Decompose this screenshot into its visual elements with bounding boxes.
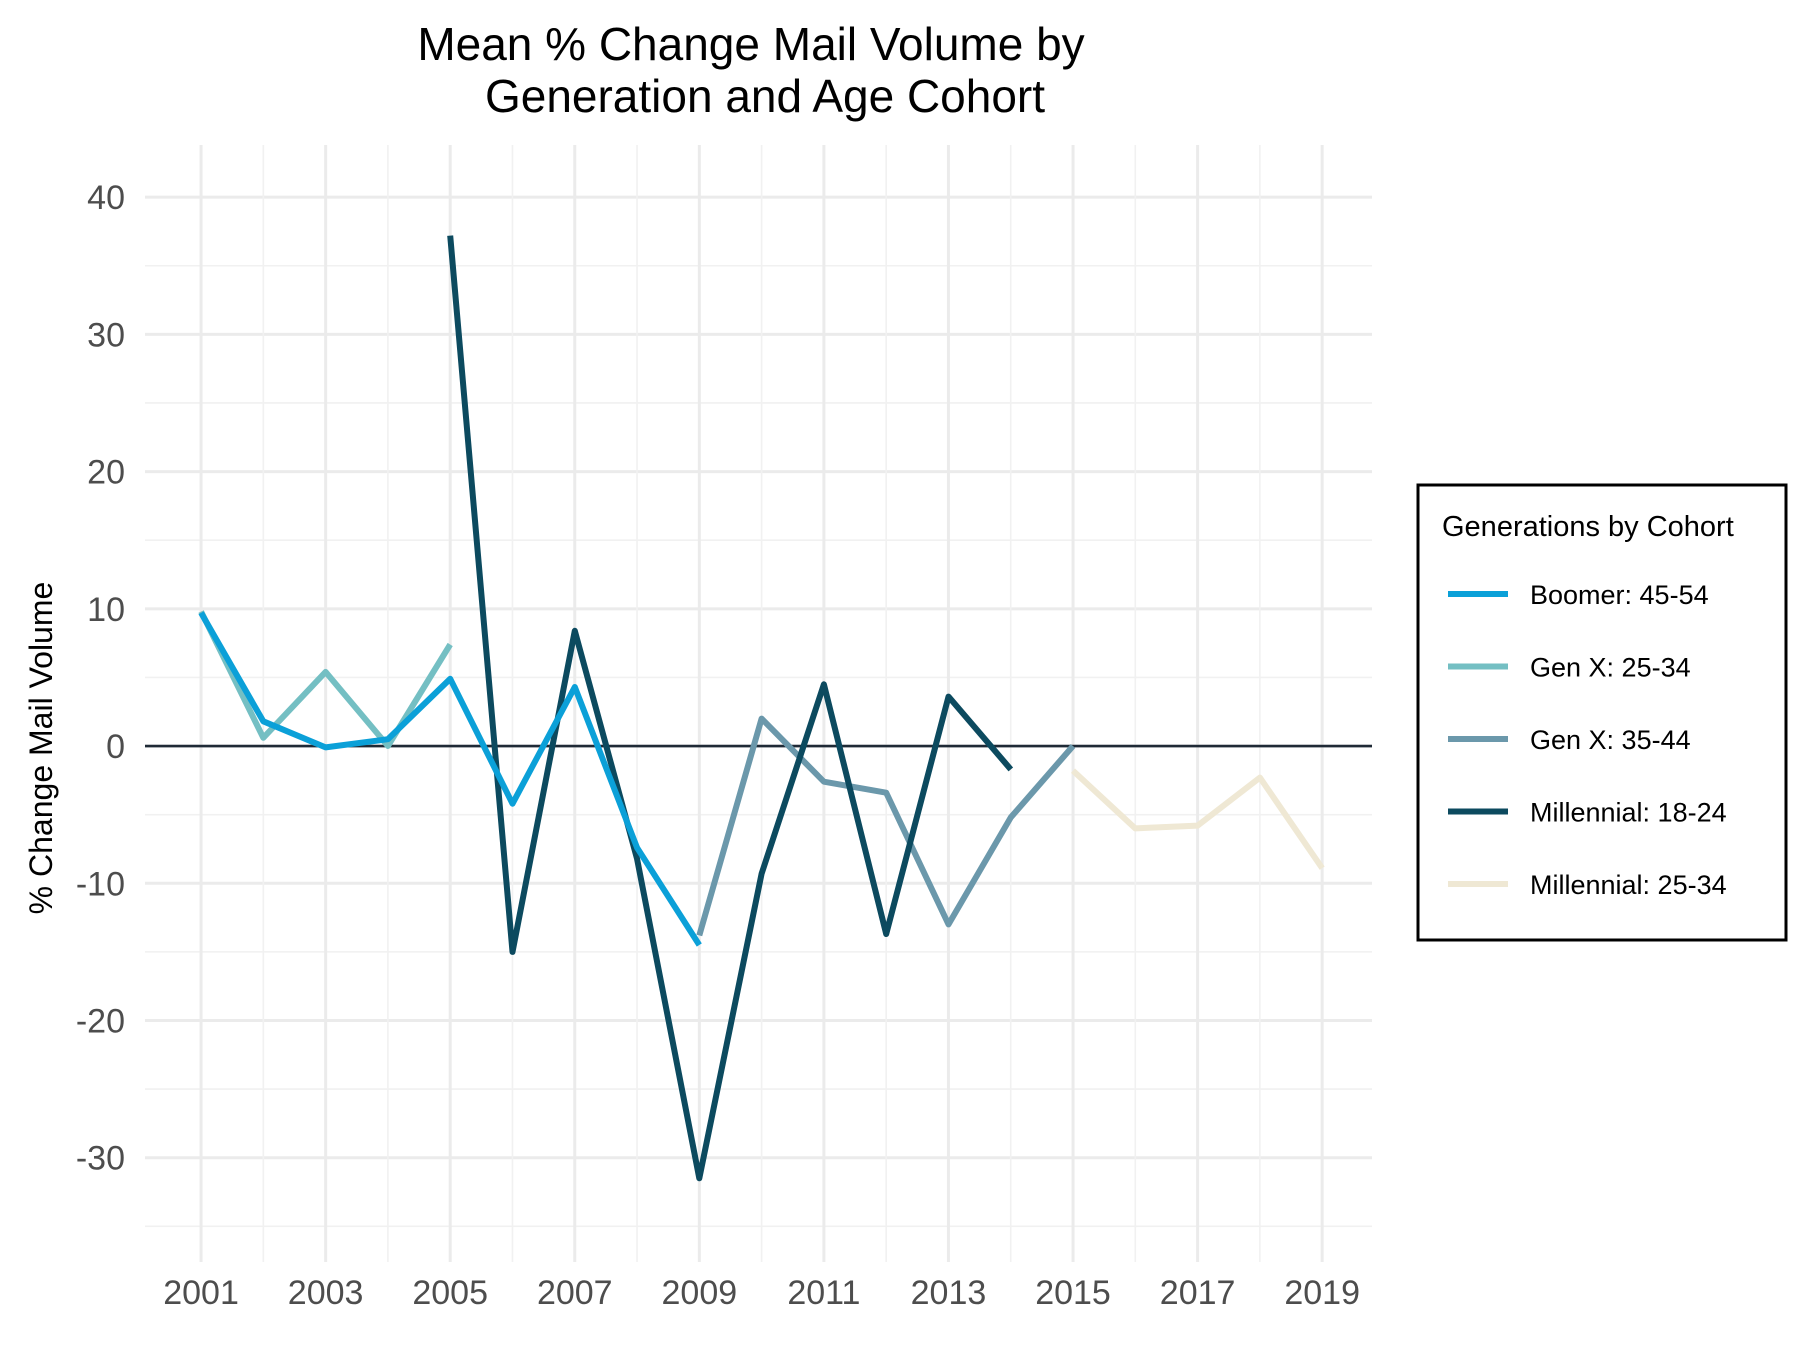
series-line-millennial-18-24 bbox=[447, 235, 1014, 1182]
y-tick-label: 0 bbox=[106, 728, 125, 766]
chart-title-line-2: Generation and Age Cohort bbox=[485, 70, 1045, 122]
y-tick-label: 40 bbox=[87, 179, 125, 217]
x-tick-label: 2009 bbox=[662, 1274, 738, 1312]
x-tick-label: 2003 bbox=[288, 1274, 364, 1312]
legend-label: Gen X: 35-44 bbox=[1530, 725, 1691, 755]
x-tick-label: 2017 bbox=[1160, 1274, 1236, 1312]
legend-title: Generations by Cohort bbox=[1442, 511, 1734, 543]
x-tick-label: 2001 bbox=[163, 1274, 239, 1312]
x-tick-label: 2007 bbox=[537, 1274, 613, 1312]
chart-title: Mean % Change Mail Volume by Generation … bbox=[417, 18, 1084, 122]
x-tick-label: 2005 bbox=[412, 1274, 488, 1312]
x-tick-label: 2013 bbox=[911, 1274, 987, 1312]
series-line-gen-x-35-44 bbox=[696, 715, 1076, 937]
series-line-boomer-45-54 bbox=[198, 611, 702, 947]
y-tick-label: 20 bbox=[87, 454, 125, 492]
x-tick-label: 2015 bbox=[1035, 1274, 1111, 1312]
legend-items: Boomer: 45-54 Gen X: 25-34 Gen X: 35-44 Mil… bbox=[1448, 580, 1727, 900]
legend-label: Millennial: 18-24 bbox=[1530, 798, 1727, 828]
legend-label: Boomer: 45-54 bbox=[1530, 580, 1709, 610]
chart-title-line-1: Mean % Change Mail Volume by bbox=[417, 18, 1084, 70]
legend-label: Gen X: 25-34 bbox=[1530, 653, 1691, 683]
series-line-millennial-25-34 bbox=[1070, 768, 1325, 870]
y-tick-label: -10 bbox=[76, 865, 125, 903]
plot-grid bbox=[145, 145, 1372, 1262]
x-axis-tick-labels: 2001 2003 2005 2007 2009 2011 2013 2015 2017 2019 bbox=[163, 1274, 1360, 1312]
y-tick-label: -30 bbox=[76, 1140, 125, 1178]
legend: Generations by Cohort Boomer: 45-54 Gen X… bbox=[1416, 483, 1788, 942]
series-line-gen-x-25-34 bbox=[198, 610, 453, 749]
y-axis-tick-labels: -30 -20 -10 0 10 20 30 40 bbox=[76, 179, 125, 1178]
y-axis-label: % Change Mail Volume bbox=[23, 582, 59, 915]
x-tick-label: 2019 bbox=[1284, 1274, 1360, 1312]
y-tick-label: -20 bbox=[76, 1002, 125, 1040]
y-tick-label: 30 bbox=[87, 316, 125, 354]
x-tick-label: 2011 bbox=[787, 1274, 860, 1312]
series-lines bbox=[198, 235, 1325, 1182]
legend-box bbox=[1416, 483, 1788, 942]
legend-label: Millennial: 25-34 bbox=[1530, 870, 1727, 900]
y-tick-label: 10 bbox=[87, 591, 125, 629]
